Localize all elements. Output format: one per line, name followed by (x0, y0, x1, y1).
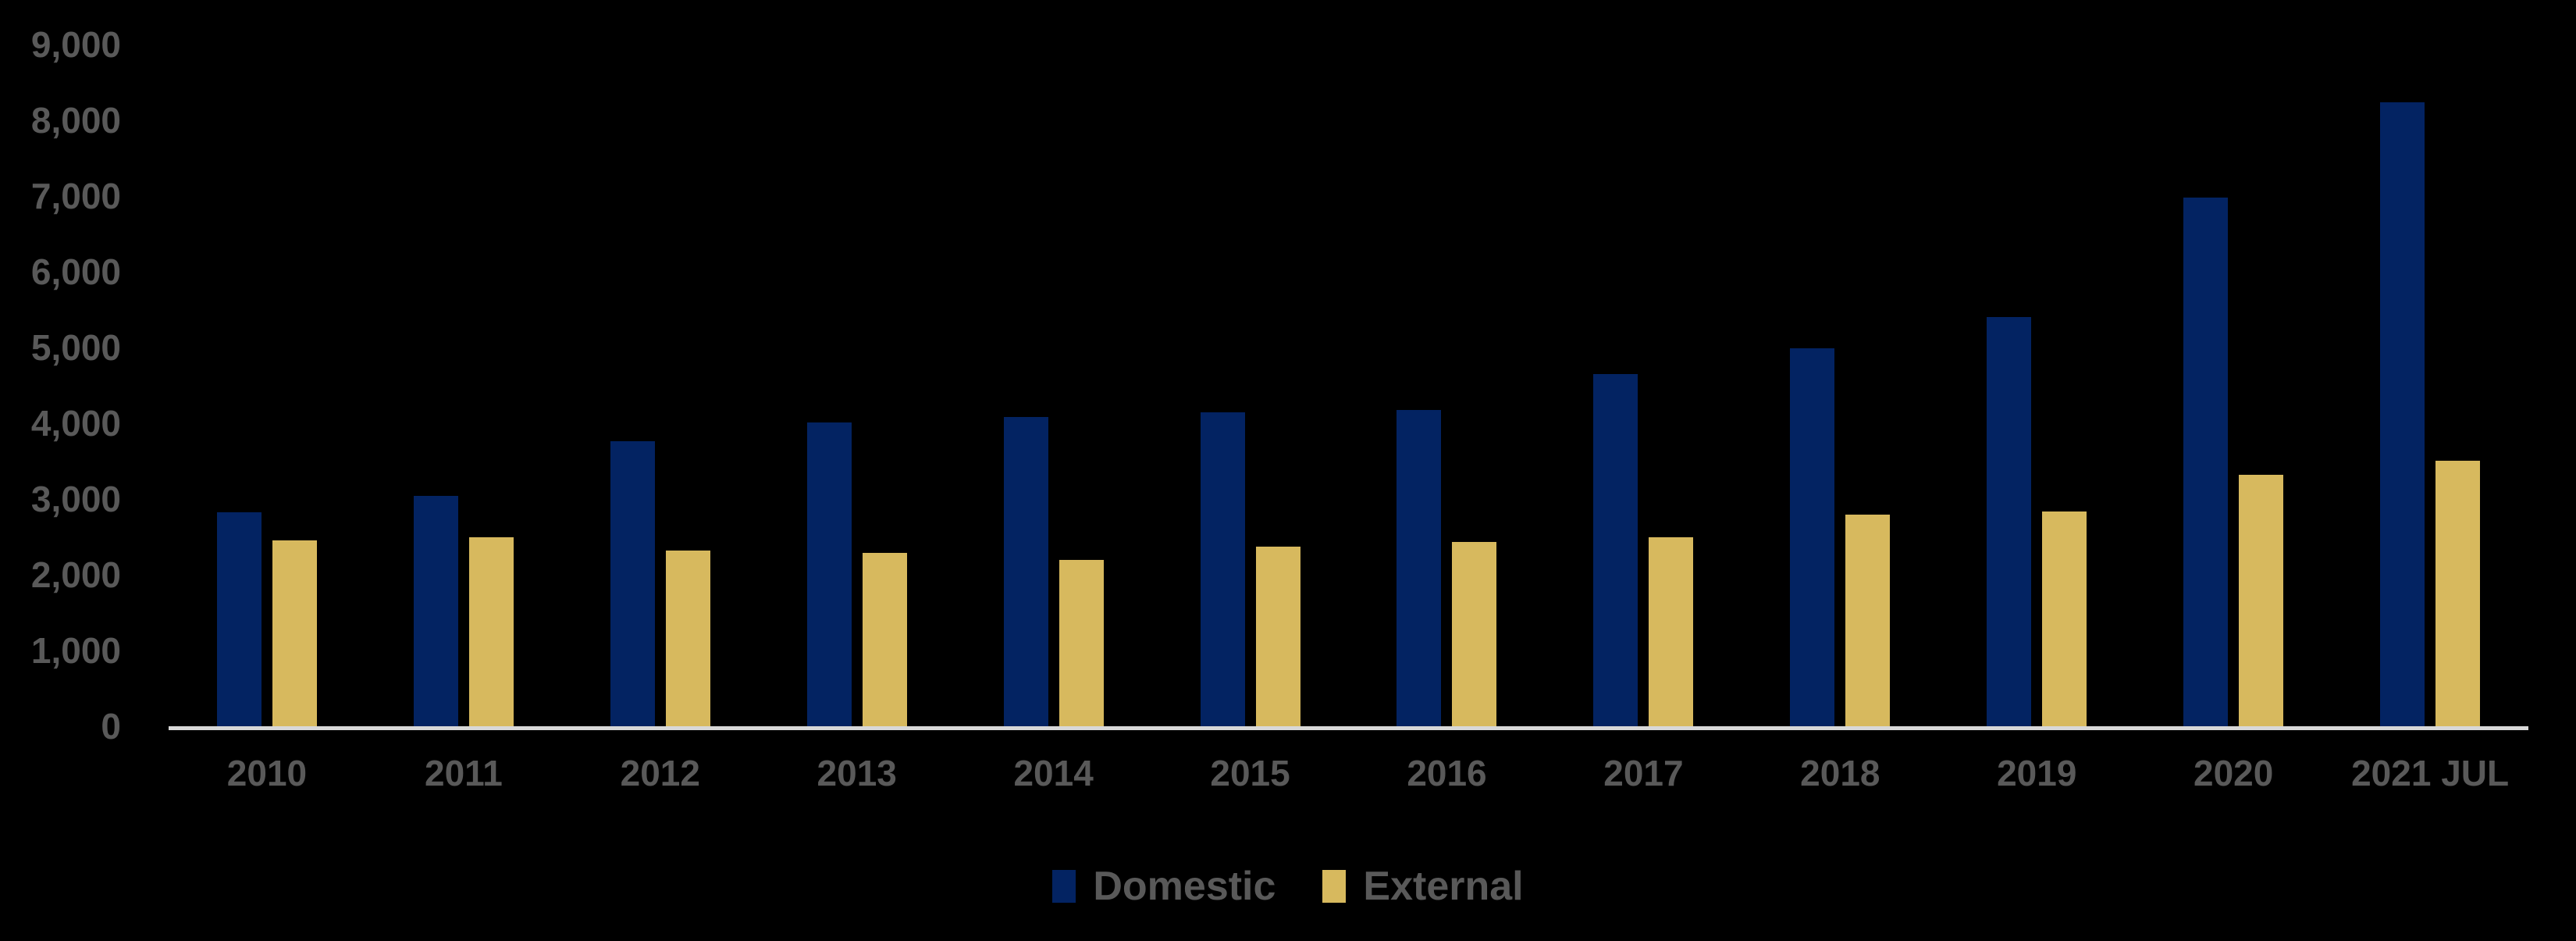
x-axis-label: 2017 (1603, 753, 1684, 793)
bar-group-2020 (2135, 45, 2332, 726)
external-bar (1452, 542, 1497, 726)
bar-group-2016 (1349, 45, 1546, 726)
y-axis-tick-label: 2,000 (30, 554, 121, 595)
bar-group-2019 (1938, 45, 2135, 726)
x-axis-label: 2010 (226, 753, 308, 793)
legend-label-domestic: Domestic (1093, 864, 1276, 909)
y-axis-tick-label: 9,000 (30, 24, 121, 65)
domestic-bar (610, 441, 655, 726)
y-axis-tick-label: 1,000 (30, 630, 121, 671)
domestic-bar (216, 511, 262, 726)
y-axis-tick-label: 7,000 (30, 176, 121, 216)
external-bar (2042, 511, 2087, 726)
bar-group-2012 (562, 45, 759, 726)
domestic-bar (1987, 317, 2032, 726)
y-axis-labels: 0 1,000 2,000 3,000 4,000 5,000 6,000 7,000 8,00… (0, 0, 121, 941)
bar-group-2011 (365, 45, 562, 726)
plot-area (169, 45, 2528, 730)
x-axis-label: 2019 (1997, 753, 2077, 793)
external-bar (2239, 474, 2284, 726)
x-axis-label: 2012 (620, 753, 700, 793)
domestic-bar (1397, 409, 1442, 726)
x-axis-label: 2018 (1800, 753, 1880, 793)
legend-item-domestic: Domestic (1052, 863, 1276, 910)
x-axis-label: 2021 JUL (2351, 753, 2510, 793)
y-axis-tick-label: 0 (101, 706, 121, 747)
external-bar (1255, 547, 1300, 726)
bar-group-2017 (1545, 45, 1742, 726)
bar-group-2021-jul (2332, 45, 2528, 726)
legend-label-external: External (1363, 864, 1524, 909)
x-axis-label: 2014 (1013, 753, 1094, 793)
bar-group-2013 (759, 45, 955, 726)
x-axis-label: 2011 (424, 753, 503, 793)
external-bar (665, 550, 710, 726)
y-axis-tick-label: 6,000 (30, 251, 121, 292)
x-axis-label: 2015 (1210, 753, 1290, 793)
y-axis-tick-label: 8,000 (30, 100, 121, 141)
domestic-bar (1593, 373, 1638, 726)
bar-group-2015 (1152, 45, 1349, 726)
y-axis-tick-label: 5,000 (30, 327, 121, 368)
domestic-bar (1790, 348, 1835, 726)
x-axis-labels: 2010 2011 2012 2013 2014 2015 2016 2017 2018 2019… (169, 750, 2528, 797)
y-axis-tick-label: 4,000 (30, 403, 121, 444)
x-axis-label: 2020 (2194, 753, 2274, 793)
bar-group-2018 (1742, 45, 1938, 726)
external-bar (1059, 559, 1104, 726)
legend: Domestic External (0, 855, 2576, 918)
external-bar (862, 552, 907, 726)
external-bar (2435, 460, 2481, 726)
domestic-bar (413, 496, 458, 726)
domestic-bar (2380, 102, 2425, 726)
legend-item-external: External (1322, 863, 1524, 910)
x-axis-label: 2013 (817, 753, 897, 793)
legend-marker-domestic (1052, 870, 1076, 903)
domestic-bar (1003, 417, 1048, 726)
bar-group-2014 (955, 45, 1152, 726)
y-axis-tick-label: 3,000 (30, 479, 121, 519)
domestic-bar (806, 422, 852, 726)
external-bar (1649, 536, 1694, 726)
bar-group-2010 (169, 45, 365, 726)
external-bar (1845, 515, 1891, 726)
x-axis-label: 2016 (1407, 753, 1487, 793)
domestic-bar (1200, 412, 1245, 726)
external-bar (272, 540, 317, 726)
domestic-bar (2183, 197, 2229, 726)
external-bar (468, 536, 514, 726)
legend-marker-external (1322, 870, 1347, 903)
